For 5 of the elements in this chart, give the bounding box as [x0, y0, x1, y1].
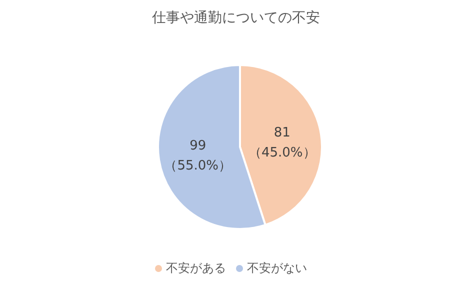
- chart-title: 仕事や通勤についての不安: [151, 10, 320, 26]
- data-label: 81 （45.0%）: [248, 125, 316, 160]
- legend-label: 不安がある: [166, 261, 226, 275]
- data-label: 99 （55.0%）: [164, 138, 232, 174]
- legend-label: 不安がない: [247, 261, 307, 275]
